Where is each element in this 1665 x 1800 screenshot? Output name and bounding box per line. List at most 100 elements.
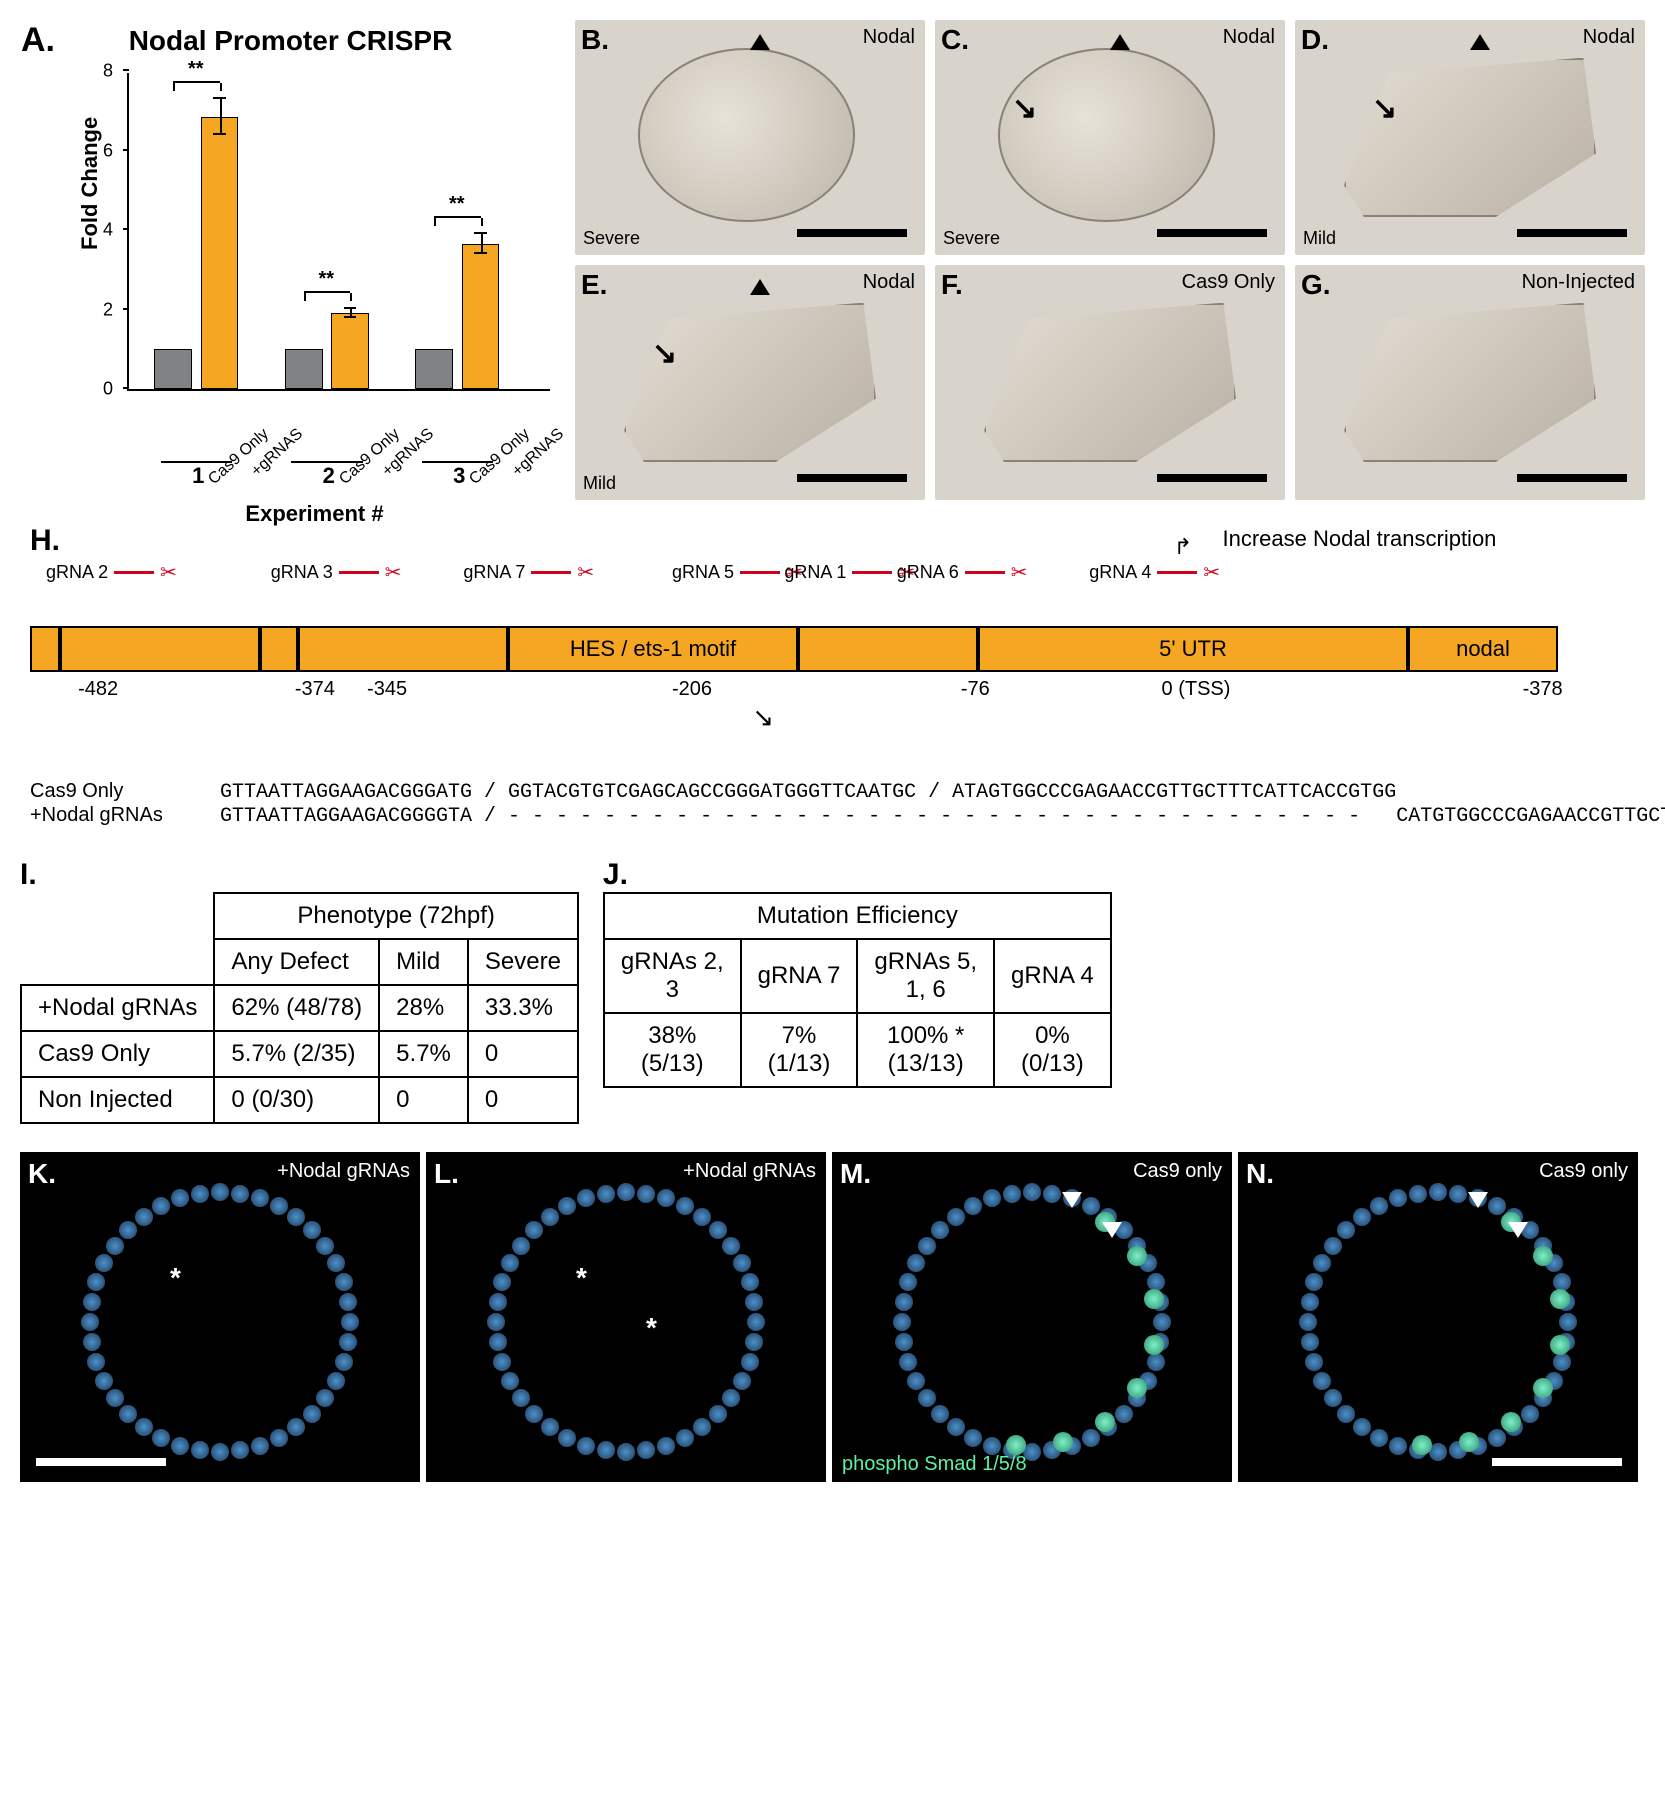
nucleus-dot (251, 1189, 269, 1207)
nucleus-dot (1115, 1405, 1133, 1423)
panel-D: D.NodalMild↘ (1295, 20, 1645, 255)
corner-text: Non-Injected (1522, 271, 1635, 294)
arrow-icon: ↘ (1372, 91, 1397, 126)
nucleus-dot (1082, 1429, 1100, 1447)
bar-4 (415, 349, 453, 389)
scalebar (1157, 474, 1267, 482)
panel-F: F.Cas9 Only (935, 265, 1285, 500)
grna-label: gRNA 3✂ (271, 560, 402, 585)
corner-text: Nodal (1223, 26, 1275, 49)
nucleus-dot (95, 1372, 113, 1390)
arrowhead-icon (1102, 1222, 1122, 1238)
nucleus-dot (1429, 1183, 1447, 1201)
table-cell: gRNAs 5, 1, 6 (857, 939, 994, 1013)
embryo-shape (1344, 58, 1596, 218)
nucleus-dot (733, 1254, 751, 1272)
nucleus-dot (1313, 1254, 1331, 1272)
nucleus-dot (733, 1372, 751, 1390)
nucleus-dot (637, 1441, 655, 1459)
nucleus-dot (947, 1208, 965, 1226)
panel-A-chart: Fold Change 02468Cas9 Only+gRNASCas9 Onl… (79, 63, 550, 463)
nucleus-dot (1449, 1185, 1467, 1203)
nucleus-dot (316, 1389, 334, 1407)
nucleus-dot (335, 1273, 353, 1291)
signal-dot (1550, 1335, 1570, 1355)
nucleus-dot (895, 1333, 913, 1351)
scalebar (1157, 229, 1267, 237)
nucleus-dot (1553, 1353, 1571, 1371)
nucleus-dot (964, 1197, 982, 1215)
panel-H-label: H. (30, 524, 60, 557)
signal-dot (1550, 1289, 1570, 1309)
phenotype-label: Severe (943, 228, 1000, 249)
bar-5 (462, 244, 500, 389)
grna-label: gRNA 7✂ (463, 560, 594, 585)
grna-track: gRNA 2✂gRNA 3✂gRNA 7✂gRNA 5✂gRNA 1✂gRNA … (30, 560, 1635, 590)
panel-A: A. Nodal Promoter CRISPR Fold Change 024… (20, 20, 561, 500)
bar-0 (154, 349, 192, 389)
nucleus-dot (931, 1405, 949, 1423)
nucleus-dot (152, 1429, 170, 1447)
nucleus-dot (637, 1185, 655, 1203)
nucleus-dot (983, 1437, 1001, 1455)
table-cell: 7% (1/13) (741, 1013, 858, 1087)
nucleus-dot (1147, 1273, 1165, 1291)
arrowhead-icon (750, 34, 770, 50)
signal-dot (1144, 1335, 1164, 1355)
phenotype-label: Mild (583, 473, 616, 494)
grna-label: gRNA 6✂ (897, 560, 1028, 585)
panel-G: G.Non-Injected (1295, 265, 1645, 500)
nucleus-dot (722, 1237, 740, 1255)
nucleus-dot (106, 1389, 124, 1407)
panel-label: F. (941, 269, 963, 301)
table-cell: 100% * (13/13) (857, 1013, 994, 1087)
corner-text: Cas9 only (1539, 1160, 1628, 1183)
promoter-segment (298, 626, 508, 672)
nucleus-dot (512, 1389, 530, 1407)
phenotype-label: Severe (583, 228, 640, 249)
table-cell: 0 (0/30) (214, 1077, 379, 1123)
table-cell: Non Injected (21, 1077, 214, 1123)
scalebar (1492, 1458, 1622, 1466)
signal-dot (1053, 1432, 1073, 1452)
panel-J-label: J. (603, 858, 628, 892)
coord-label: -374 (295, 678, 335, 701)
coord-label: -378 (1523, 678, 1563, 701)
arrowhead-icon (1508, 1222, 1528, 1238)
nucleus-dot (907, 1254, 925, 1272)
panel-label: M. (840, 1158, 871, 1190)
nucleus-dot (231, 1185, 249, 1203)
panel-A-ylabel: Fold Change (77, 117, 103, 250)
nucleus-dot (316, 1237, 334, 1255)
embryo-shape (638, 48, 855, 222)
promoter-segment (30, 626, 60, 672)
panel-label: K. (28, 1158, 56, 1190)
nucleus-dot (722, 1389, 740, 1407)
scissor-icon: ✂ (577, 560, 594, 585)
nucleus-dot (341, 1313, 359, 1331)
tss-arrow-icon: ↱ (1174, 534, 1192, 560)
asterisk-icon: * (646, 1312, 657, 1344)
panel-label: L. (434, 1158, 459, 1190)
nucleus-dot (87, 1273, 105, 1291)
nucleus-dot (1023, 1183, 1041, 1201)
panel-N: N.Cas9 only (1238, 1152, 1638, 1482)
table-cell: Any Defect (214, 939, 379, 985)
panel-A-plot-area: 02468Cas9 Only+gRNASCas9 Only+gRNASCas9 … (127, 73, 550, 391)
panel-I: I. Phenotype (72hpf)Any DefectMildSevere… (20, 858, 579, 1124)
panel-J: J. Mutation EfficiencygRNAs 2, 3gRNA 7gR… (603, 858, 1112, 1124)
panel-label: D. (1301, 24, 1329, 56)
grna-label: gRNA 2✂ (46, 560, 177, 585)
nucleus-dot (745, 1293, 763, 1311)
nucleus-dot (191, 1185, 209, 1203)
hes-pointer-icon: ↘ (752, 702, 774, 733)
row-tables: I. Phenotype (72hpf)Any DefectMildSevere… (20, 858, 1645, 1124)
nucleus-dot (893, 1313, 911, 1331)
nucleus-dot (327, 1372, 345, 1390)
table-cell: gRNAs 2, 3 (604, 939, 741, 1013)
panel-label: B. (581, 24, 609, 56)
nucleus-dot (1488, 1197, 1506, 1215)
scalebar (36, 1458, 166, 1466)
panel-E: E.NodalMild↘ (575, 265, 925, 500)
nucleus-dot (676, 1429, 694, 1447)
